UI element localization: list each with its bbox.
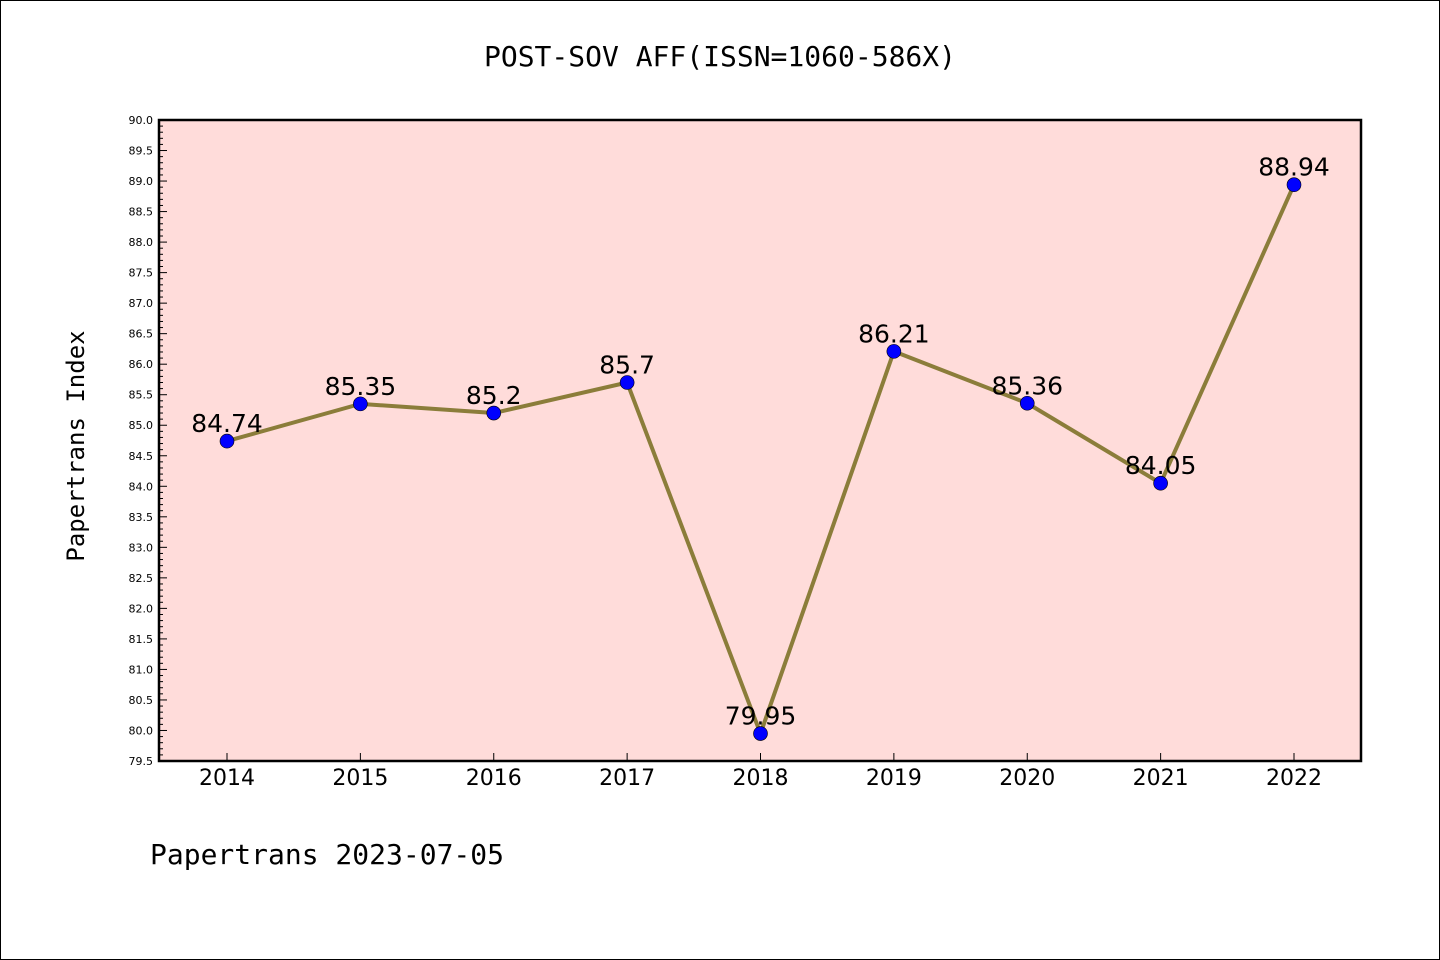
x-tick-label: 2017 [599,766,655,791]
y-tick-label: 88.5 [129,206,154,219]
y-tick-label: 87.5 [129,267,154,280]
x-tick-label: 2014 [199,766,255,791]
y-tick-label: 83.5 [129,511,154,524]
data-label: 86.21 [858,319,930,348]
data-point [753,726,768,741]
data-label: 85.7 [599,351,655,380]
y-tick-label: 79.5 [129,755,154,768]
data-point [219,433,235,449]
x-tick-label: 2015 [332,766,388,791]
data-point [1286,177,1302,193]
y-tick-label: 80.0 [129,724,154,737]
y-tick-label: 86.0 [129,358,154,371]
data-point [353,396,368,412]
data-label: 85.36 [991,371,1063,400]
data-point [886,344,902,359]
y-tick-label: 82.0 [129,602,154,615]
y-tick-label: 81.5 [129,633,154,646]
plot-area [157,118,1363,763]
x-tick-label: 2018 [733,766,789,791]
y-tick-label: 80.5 [129,694,154,707]
y-tick-label: 83.0 [129,541,154,554]
x-tick-label: 2021 [1133,766,1189,791]
y-axis-label: Papertrans Index [62,330,90,561]
data-points [219,177,1302,741]
y-tick-label: 82.5 [129,572,154,585]
data-label: 85.35 [325,372,397,401]
x-tick-label: 2019 [866,766,922,791]
chart-title: POST-SOV AFF(ISSN=1060-586X) [484,40,956,73]
data-label: 85.2 [466,381,522,410]
data-labels: 84.74 85.35 85.2 85.7 79.95 86.21 85.36 84.05 88… [191,153,1330,731]
data-point [619,375,635,390]
y-tick-label: 87.0 [129,297,154,310]
y-tick-label: 84.0 [129,480,154,493]
y-axis: 79.5 80.0 80.5 81.0 81.5 82.0 82.5 83.0 83.5 84.0… [129,114,167,768]
y-tick-label: 88.0 [129,236,154,249]
y-tick-label: 85.5 [129,389,154,402]
x-axis: 2014 2015 2016 2017 2018 2019 2020 2021 2022 [199,753,1322,791]
y-tick-label: 90.0 [129,114,154,127]
data-point [1019,395,1035,411]
x-tick-label: 2022 [1266,766,1322,791]
data-label: 84.74 [191,409,263,438]
y-tick-label: 89.0 [129,175,154,188]
data-point [1153,475,1168,491]
x-tick-label: 2020 [999,766,1055,791]
data-label: 84.05 [1125,451,1197,480]
y-tick-label: 84.5 [129,450,154,463]
y-tick-label: 81.0 [129,663,154,676]
data-point [486,405,502,421]
footer-note: Papertrans 2023-07-05 [150,838,504,871]
y-tick-label: 85.0 [129,419,154,432]
data-label: 88.94 [1258,153,1330,182]
y-tick-label: 89.5 [129,145,154,158]
y-tick-label: 86.5 [129,328,154,341]
data-label: 79.95 [725,702,797,731]
x-tick-label: 2016 [466,766,522,791]
